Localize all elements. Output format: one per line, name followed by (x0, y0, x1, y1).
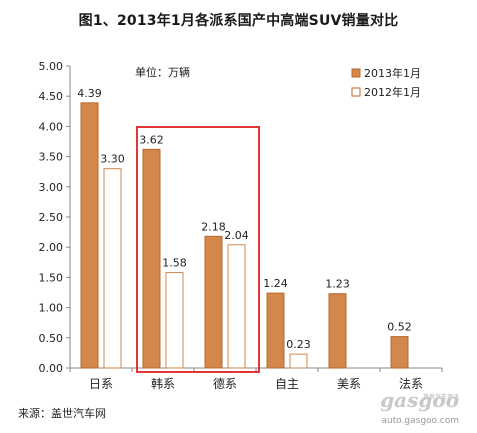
y-tick-label: 3.00 (39, 181, 64, 194)
bar-series1 (390, 336, 409, 369)
watermark-logo: gasgoo (380, 388, 459, 412)
y-tick-label: 2.00 (39, 241, 64, 254)
y-tick-label: 0.50 (39, 332, 64, 345)
bar-series1 (142, 148, 161, 369)
source-note: 来源：盖世汽车网 (18, 407, 106, 420)
data-label: 1.23 (325, 278, 350, 291)
highlight-box (136, 126, 260, 373)
data-label: 0.52 (387, 321, 412, 334)
bar-series1 (266, 292, 285, 369)
watermark: 盖世汽车资讯 gasgoo auto.gasgoo.com (354, 388, 459, 428)
data-label: 1.58 (162, 257, 187, 270)
y-tick-label: 3.50 (39, 151, 64, 164)
y-tick-label: 1.50 (39, 271, 64, 284)
data-label: 1.24 (263, 277, 288, 290)
bar-series1 (204, 235, 223, 369)
legend-swatch (351, 87, 361, 97)
x-tick-label: 韩系 (151, 376, 175, 391)
watermark-url: auto.gasgoo.com (381, 416, 459, 426)
y-tick-label: 1.00 (39, 302, 64, 315)
bar-series1 (328, 293, 347, 369)
data-label: 2.18 (201, 220, 226, 233)
data-label: 3.30 (100, 153, 125, 166)
chart-labels: 4.39 3.62 2.18 1.24 1.23 0.52 3.30 1.58 2.04 0.23 (77, 87, 412, 373)
unit-label: 单位：万辆 (135, 65, 190, 79)
x-tick-label: 日系 (89, 377, 113, 391)
x-tick-label: 自主 (275, 377, 299, 391)
bar-series2 (227, 244, 246, 369)
y-tick-label: 0.00 (39, 362, 64, 375)
chart-axes: 0.00 0.50 1.00 1.50 2.00 2.50 3.00 3.50 4.00 4.50… (39, 60, 443, 391)
x-tick-label: 德系 (213, 376, 237, 391)
y-tick-label: 5.00 (39, 60, 64, 73)
chart-legend: 2013年1月 2012年1月 (351, 66, 421, 99)
data-label: 2.04 (224, 229, 249, 242)
chart-bars (80, 102, 409, 369)
y-tick-label: 2.50 (39, 211, 64, 224)
bar-series2 (289, 353, 308, 369)
bar-series1 (80, 102, 99, 369)
bar-series2 (165, 272, 184, 369)
x-tick-label: 美系 (337, 377, 361, 391)
y-tick-label: 4.00 (39, 120, 64, 133)
watermark-tag: 盖世汽车资讯 (422, 394, 459, 401)
legend-label: 2013年1月 (364, 66, 421, 80)
legend-swatch (351, 68, 361, 78)
data-label: 4.39 (77, 87, 102, 100)
bar-series2 (103, 168, 122, 369)
x-tick-label: 法系 (399, 377, 423, 391)
data-label: 3.62 (139, 133, 164, 146)
legend-label: 2012年1月 (364, 85, 421, 99)
y-tick-label: 4.50 (39, 90, 64, 103)
chart-title: 图1、2013年1月各派系国产中高端SUV销量对比 (78, 13, 399, 29)
data-label: 0.23 (286, 338, 311, 351)
